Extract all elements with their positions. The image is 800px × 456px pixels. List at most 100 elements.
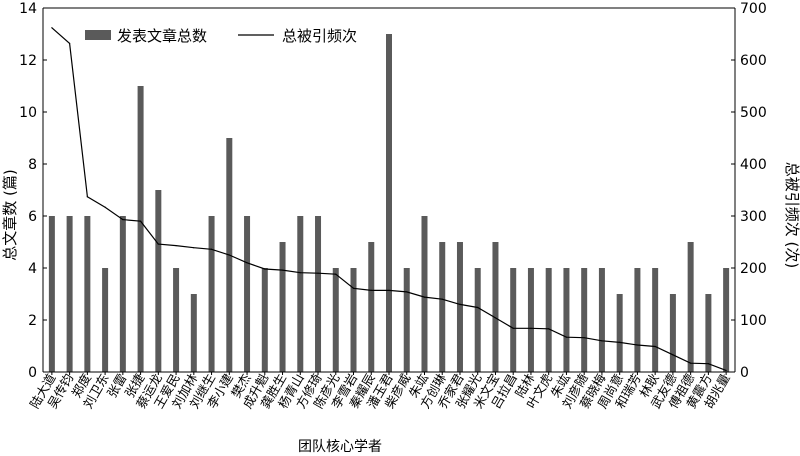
bar xyxy=(652,268,659,372)
x-category-labels: 陆大道吴传钧郑度刘卫东张雷张捷蔡运龙王爱民刘加林刘继生李小建樊杰成升魁龚胜生杨青… xyxy=(27,371,733,411)
bar xyxy=(545,268,552,372)
bar xyxy=(439,242,446,372)
tick-labels: 0 2 4 6 8 10 12 14 0 100 200 300 400 500 600 700 xyxy=(19,1,767,381)
line-point xyxy=(210,248,213,250)
line-point xyxy=(672,354,674,356)
line-point xyxy=(69,42,71,44)
bar xyxy=(492,242,499,372)
bar xyxy=(48,216,55,372)
bar xyxy=(66,216,73,372)
bar xyxy=(261,268,268,372)
bar xyxy=(279,242,286,372)
line-point xyxy=(725,369,727,372)
line-point xyxy=(583,337,585,339)
bar xyxy=(368,242,375,372)
bar xyxy=(527,268,534,372)
y-left-tick-label: 12 xyxy=(19,53,37,69)
line-point xyxy=(264,268,266,270)
y-left-tick-label: 2 xyxy=(28,313,37,329)
line-point xyxy=(299,272,301,274)
bar xyxy=(297,216,304,372)
line-point xyxy=(352,287,355,289)
bar xyxy=(332,268,339,372)
bar xyxy=(669,294,676,372)
line-point xyxy=(175,245,177,247)
line-point xyxy=(281,269,284,271)
bar xyxy=(119,216,126,372)
line-point xyxy=(530,327,532,329)
bar xyxy=(350,268,357,372)
bar xyxy=(173,268,180,372)
bar xyxy=(155,190,162,372)
x-axis-title: 团队核心学者 xyxy=(298,439,382,455)
y-right-tick-label: 700 xyxy=(740,1,767,17)
y-right-tick-label: 400 xyxy=(740,157,767,173)
y-axis-right-title: 总被引频次 (次) xyxy=(783,162,800,268)
line-point xyxy=(494,317,497,319)
bar xyxy=(208,216,215,372)
line-point xyxy=(512,327,514,329)
bar xyxy=(581,268,588,372)
bar xyxy=(616,294,623,372)
line-point xyxy=(193,247,195,249)
line-point xyxy=(565,336,568,338)
bar xyxy=(723,268,730,372)
line-point xyxy=(122,219,124,221)
y-axis-left-title: 总文章数 (篇) xyxy=(1,169,19,260)
line-point xyxy=(548,328,550,330)
bar xyxy=(510,268,517,372)
bar xyxy=(84,216,91,372)
line-point xyxy=(601,340,603,342)
line-point xyxy=(477,306,479,309)
bar xyxy=(687,242,694,372)
y-right-tick-label: 200 xyxy=(740,261,767,277)
y-right-tick-label: 100 xyxy=(740,313,767,329)
bar xyxy=(137,86,144,372)
y-right-tick-label: 300 xyxy=(740,209,767,225)
legend-line-label: 总被引频次 xyxy=(282,27,357,45)
line-point xyxy=(228,254,230,256)
bar xyxy=(634,268,641,372)
line-point xyxy=(636,344,639,346)
bar xyxy=(244,216,251,372)
line-point xyxy=(388,289,390,291)
bar xyxy=(421,216,428,372)
bar-series xyxy=(48,34,730,372)
bar xyxy=(598,268,605,372)
line-point xyxy=(51,27,53,29)
line-point xyxy=(157,243,159,245)
line-point xyxy=(619,341,621,343)
line-point xyxy=(459,303,461,305)
y-left-tick-label: 0 xyxy=(28,365,37,381)
y-right-tick-label: 500 xyxy=(740,105,767,121)
bar xyxy=(474,268,481,372)
bar xyxy=(386,34,392,372)
y-left-tick-label: 10 xyxy=(19,105,37,121)
y-left-tick-label: 8 xyxy=(28,157,37,173)
y-left-tick-label: 4 xyxy=(28,261,37,277)
bar xyxy=(102,268,109,372)
line-point xyxy=(246,262,248,264)
bar xyxy=(456,242,463,372)
line-point xyxy=(317,272,319,274)
line-point xyxy=(707,363,709,365)
y-left-tick-label: 14 xyxy=(19,1,37,17)
line-point xyxy=(406,291,408,293)
bar xyxy=(563,268,570,372)
line-point xyxy=(654,345,656,348)
y-left-tick-label: 6 xyxy=(28,209,37,225)
y-right-tick-label: 600 xyxy=(740,53,767,69)
legend-bar-swatch xyxy=(85,30,111,40)
line-point xyxy=(423,296,426,298)
line-point xyxy=(86,196,88,198)
line-point xyxy=(335,273,337,275)
line-point xyxy=(441,298,443,300)
y-right-tick-label: 0 xyxy=(740,365,749,381)
legend: 发表文章总数 总被引频次 xyxy=(85,27,357,45)
bar xyxy=(190,294,197,372)
citation-line-series xyxy=(51,27,727,372)
line-point xyxy=(690,362,692,364)
line-point xyxy=(370,289,372,291)
bar xyxy=(315,216,322,372)
